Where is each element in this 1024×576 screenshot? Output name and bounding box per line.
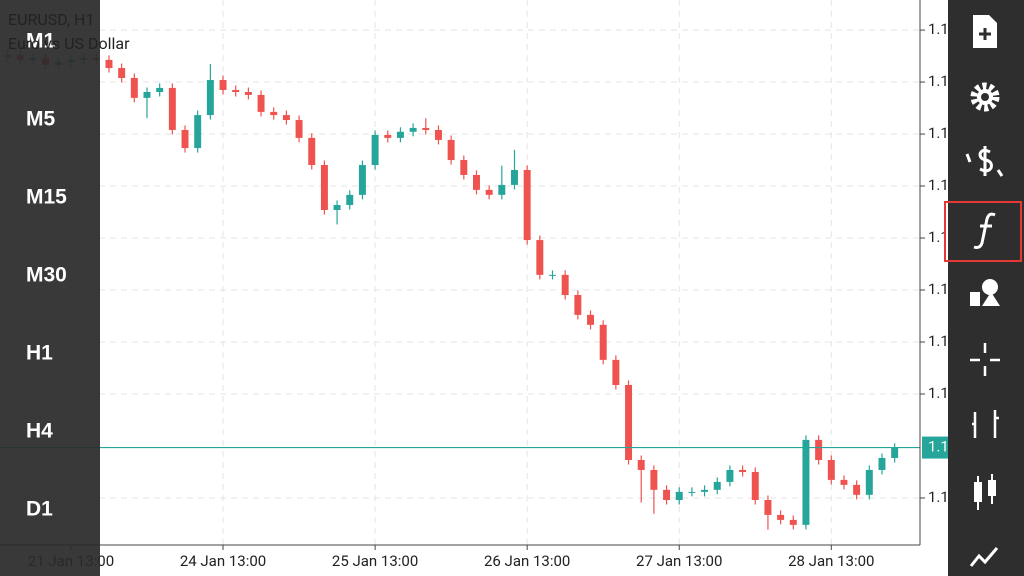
candle-body: [827, 460, 835, 480]
candle-body: [523, 169, 531, 241]
chart-title: EURUSD, H1: [8, 10, 94, 29]
candle-body: [726, 469, 734, 482]
bars-icon[interactable]: [972, 410, 999, 438]
candle-body: [118, 68, 126, 78]
candle-body: [295, 120, 303, 138]
candle-body: [244, 92, 252, 95]
candle-body: [675, 491, 683, 501]
candle-body: [308, 137, 316, 166]
timeframe-button[interactable]: H4: [26, 420, 53, 443]
candle-body: [333, 205, 341, 210]
candle-body: [688, 491, 696, 493]
chart-subtitle: Euro vs US Dollar: [8, 34, 130, 53]
candle-body: [853, 484, 861, 495]
timeframe-button[interactable]: M15: [26, 186, 67, 209]
candle-body: [637, 460, 645, 470]
timeframe-button[interactable]: M1: [26, 30, 55, 53]
candle-body: [574, 294, 582, 315]
candle-body: [434, 129, 442, 140]
candle-body: [409, 127, 417, 132]
candle-body: [549, 274, 556, 276]
candle-body: [282, 115, 290, 121]
candle-body: [472, 174, 480, 190]
settings-icon[interactable]: [970, 82, 1000, 112]
timeframe-button[interactable]: D1: [26, 498, 53, 521]
candle-body: [650, 469, 658, 490]
candle-body: [460, 160, 468, 175]
candle-body: [815, 439, 823, 461]
trade-icon[interactable]: [965, 146, 1004, 177]
toolbar-icons: [944, 15, 1022, 567]
candle-body: [447, 139, 455, 161]
candle-body: [130, 77, 138, 98]
objects-icon[interactable]: [970, 279, 1000, 306]
candle-body: [194, 115, 202, 149]
candle-body: [143, 92, 151, 98]
x-tick-label: 28 Jan 13:00: [788, 552, 874, 570]
candle-body: [739, 469, 747, 472]
candle-body: [105, 59, 113, 69]
candles-icon[interactable]: [974, 474, 996, 510]
indicators-icon[interactable]: [973, 212, 996, 249]
candle-body: [206, 80, 214, 116]
candle-body: [270, 111, 278, 116]
timeframe-button[interactable]: H1: [26, 342, 53, 365]
candle-body: [764, 500, 772, 515]
candle-body: [358, 165, 366, 195]
candle-body: [485, 189, 493, 195]
candle-body: [612, 359, 620, 385]
x-tick-label: 27 Jan 13:00: [636, 552, 722, 570]
candle-body: [587, 314, 595, 325]
new-order-icon[interactable]: [973, 15, 997, 48]
candle-body: [181, 129, 189, 149]
candle-body: [777, 514, 785, 520]
candle-body: [789, 519, 797, 525]
candle-body: [346, 194, 354, 206]
candle-body: [840, 479, 848, 485]
x-tick-label: 24 Jan 13:00: [180, 552, 266, 570]
candle-body: [878, 457, 886, 470]
timeframe-list: M1 M5 M15 M30 H1 H4 D1: [26, 30, 67, 521]
candle-body: [232, 89, 240, 93]
timeframe-panel: [0, 0, 100, 576]
candle-body: [891, 447, 899, 458]
candle-body: [663, 489, 671, 501]
candle-body: [498, 184, 506, 195]
timeframe-button[interactable]: M5: [26, 108, 55, 131]
indicators-selected[interactable]: [944, 201, 1022, 262]
candle-body: [422, 127, 430, 130]
candle-body: [701, 489, 709, 492]
line-chart-icon[interactable]: [969, 547, 999, 567]
candle-body: [865, 469, 873, 495]
candle-body: [536, 240, 544, 275]
candle-body: [713, 481, 721, 490]
candle-body: [396, 131, 404, 138]
candle-body: [599, 324, 607, 360]
x-tick-label: 25 Jan 13:00: [332, 552, 418, 570]
candle-body: [802, 439, 810, 525]
candle-body: [257, 94, 265, 112]
candle-body: [168, 87, 176, 130]
crosshair-icon[interactable]: [970, 343, 1000, 376]
candle-body: [511, 169, 518, 185]
candle-body: [751, 471, 759, 501]
candle-body: [219, 80, 227, 90]
x-tick-label: 26 Jan 13:00: [484, 552, 570, 570]
candle-body: [320, 165, 328, 210]
candle-body: [371, 134, 379, 166]
candle-body: [156, 87, 164, 93]
candle-body: [384, 134, 392, 138]
candle-body: [625, 384, 633, 461]
candle-body: [561, 274, 569, 295]
plot-area: [0, 0, 920, 545]
timeframe-button[interactable]: M30: [26, 264, 67, 287]
